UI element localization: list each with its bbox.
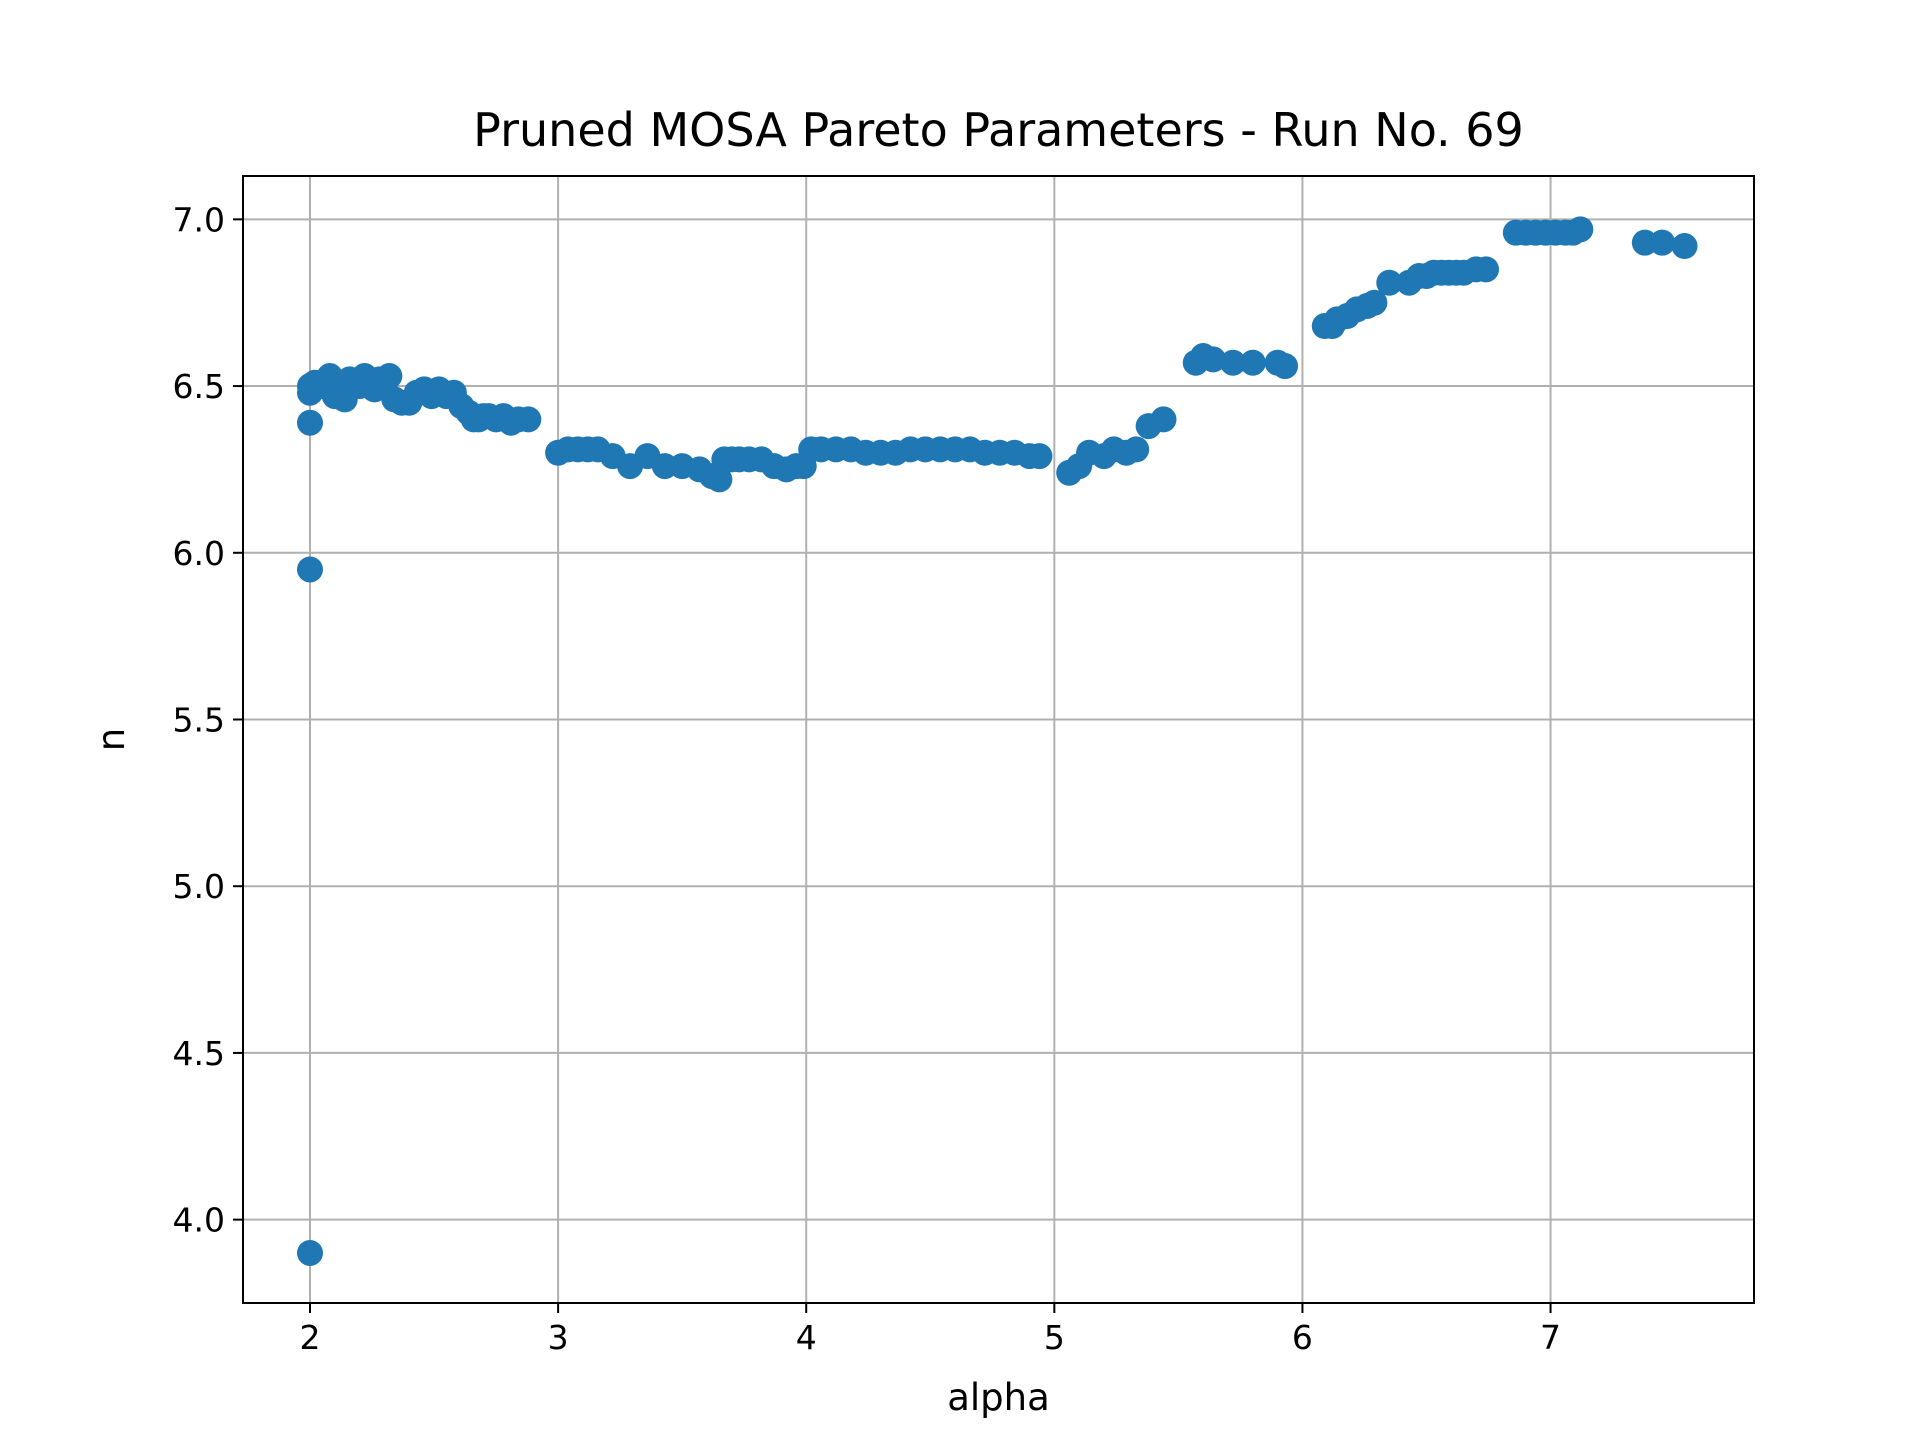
data-point: [1239, 349, 1266, 376]
data-point: [1150, 406, 1177, 433]
data-point: [1671, 233, 1698, 260]
data-point: [1361, 289, 1388, 316]
axes-frame: [242, 175, 1755, 1304]
y-tick-label: 5.0: [173, 867, 225, 906]
data-point: [376, 363, 403, 390]
data-points: [296, 216, 1698, 1266]
data-point: [296, 556, 323, 583]
data-point: [1567, 216, 1594, 243]
data-point: [1272, 353, 1299, 380]
x-tick-label: 3: [548, 1318, 569, 1357]
data-point: [1200, 346, 1227, 373]
grid-lines: [243, 176, 1754, 1303]
axis-ticks: 2 3 4 5 6 7 4.0 4.5 5.0 5.5 6.0 6.5 7.0: [173, 200, 1562, 1357]
chart-title: Pruned MOSA Pareto Parameters - Run No. …: [473, 103, 1524, 157]
data-point: [1376, 269, 1403, 296]
x-axis-label: alpha: [947, 1376, 1050, 1419]
y-tick-label: 6.5: [173, 367, 225, 406]
data-point: [1219, 349, 1246, 376]
data-point: [1026, 443, 1053, 470]
data-point: [1649, 229, 1676, 256]
data-point: [1473, 256, 1500, 283]
x-tick-label: 7: [1540, 1318, 1561, 1357]
y-tick-label: 6.0: [173, 534, 225, 573]
x-tick-label: 4: [796, 1318, 817, 1357]
x-tick-label: 6: [1292, 1318, 1313, 1357]
y-axis-label: n: [90, 728, 133, 751]
y-tick-label: 4.0: [173, 1201, 225, 1240]
data-point: [706, 466, 733, 493]
data-point: [296, 409, 323, 436]
data-point: [1123, 436, 1150, 463]
x-tick-label: 2: [299, 1318, 320, 1357]
data-point: [515, 406, 542, 433]
y-tick-label: 7.0: [173, 200, 225, 239]
x-tick-label: 5: [1044, 1318, 1065, 1357]
data-point: [296, 1239, 323, 1266]
y-tick-label: 5.5: [173, 700, 225, 739]
y-tick-label: 4.5: [173, 1034, 225, 1073]
